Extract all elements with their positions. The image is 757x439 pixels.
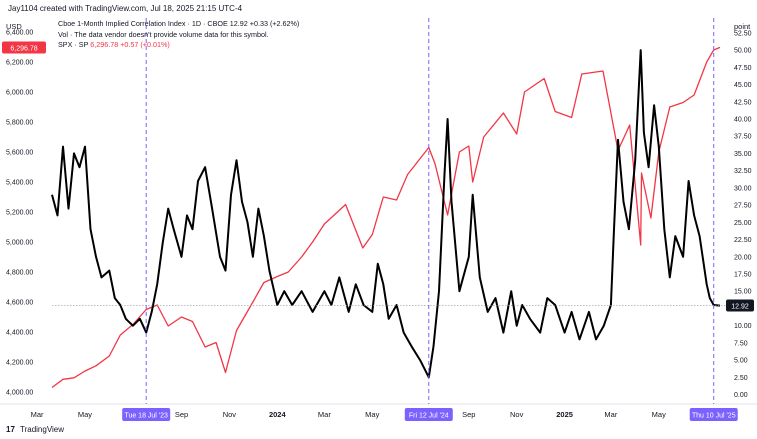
marker-layer — [52, 18, 726, 404]
legend-spx-values: 6,296.78 +0.57 (+0.01%) — [90, 40, 170, 49]
left-tick-label: 5,800.00 — [6, 120, 33, 127]
footer-brand[interactable]: TradingView — [19, 425, 65, 434]
legend-spx-name: SPX · SP — [58, 40, 89, 49]
right-tick-label: 0.00 — [734, 392, 748, 399]
right-tick-label: 15.00 — [734, 289, 752, 296]
spx-last-value-label: 6,296.78 — [10, 45, 37, 52]
legend: Cboe 1-Month Implied Correlation Index ·… — [58, 19, 299, 51]
date-marker-label: Thu 10 Jul '25 — [692, 413, 736, 420]
left-tick-label: 4,400.00 — [6, 330, 33, 337]
spx-series-line — [51, 46, 721, 389]
correlation-last-value-badge — [726, 299, 754, 312]
left-tick-label: 4,200.00 — [6, 360, 33, 367]
time-tick-label: Mar — [318, 410, 331, 419]
time-tick-label: May — [78, 410, 92, 419]
right-tick-label: 47.50 — [734, 65, 752, 72]
left-tick-label: 5,000.00 — [6, 240, 33, 247]
time-tick-label: Nov — [223, 410, 237, 419]
left-tick-label: 5,200.00 — [6, 210, 33, 217]
left-tick-label: 6,000.00 — [6, 90, 33, 97]
right-tick-label: 52.50 — [734, 30, 752, 37]
right-tick-label: 2.50 — [734, 375, 748, 382]
label-layer: Tue 18 Jul '23 Fri 12 Jul '24 Thu 10 Jul '… — [2, 41, 754, 421]
date-marker-badge — [122, 408, 171, 421]
legend-spx-line[interactable]: SPX · SP 6,296.78 +0.57 (+0.01%) — [58, 40, 299, 51]
right-tick-label: 20.00 — [734, 254, 752, 261]
attribution-text: Jay1104 created with TradingView.com, Ju… — [8, 4, 243, 13]
time-tick-label: May — [365, 410, 379, 419]
date-marker-label: Fri 12 Jul '24 — [409, 413, 449, 420]
time-tick-label: 2025 — [556, 410, 573, 419]
right-axis-unit: point — [734, 22, 751, 31]
right-tick-label: 7.50 — [734, 340, 748, 347]
legend-vix-line[interactable]: Cboe 1-Month Implied Correlation Index ·… — [58, 19, 300, 28]
time-tick-label: Sep — [462, 410, 475, 419]
right-tick-label: 25.00 — [734, 220, 752, 227]
left-tick-label: 4,800.00 — [6, 270, 33, 277]
footer: 17 TradingView — [6, 425, 64, 434]
date-marker-badge — [689, 408, 738, 421]
left-tick-label: 6,400.00 — [6, 30, 33, 37]
left-tick-label: 6,200.00 — [6, 60, 33, 67]
legend-vol-line: Vol · The data vendor doesn't provide vo… — [58, 29, 269, 39]
left-tick-label: 5,400.00 — [6, 180, 33, 187]
right-tick-label: 30.00 — [734, 185, 752, 192]
time-tick-label: Mar — [604, 410, 617, 419]
time-tick-label: Nov — [510, 410, 524, 419]
left-tick-label: 5,600.00 — [6, 150, 33, 157]
right-tick-label: 45.00 — [734, 82, 752, 89]
right-tick-label: 10.00 — [734, 323, 752, 330]
tradingview-logo-icon: 17 — [6, 425, 15, 434]
right-tick-label: 27.50 — [734, 203, 752, 210]
left-axis-unit: USD — [6, 22, 22, 31]
right-tick-label: 50.00 — [734, 48, 752, 55]
right-tick-label: 37.50 — [734, 134, 752, 141]
right-tick-label: 17.50 — [734, 272, 752, 279]
date-marker-label: Tue 18 Jul '23 — [124, 413, 168, 420]
right-tick-label: 42.50 — [734, 99, 752, 106]
right-tick-label: 22.50 — [734, 237, 752, 244]
time-tick-label: 2024 — [269, 410, 287, 419]
right-tick-label: 32.50 — [734, 168, 752, 175]
time-tick-label: May — [652, 410, 666, 419]
correlation-last-value-label: 12.92 — [731, 304, 749, 311]
left-tick-label: 4,000.00 — [6, 390, 33, 397]
correlation-series-line — [51, 49, 721, 379]
time-axis: Mar May Sep Nov 2024 Mar May Sep Nov 2025 Mar May — [0, 403, 757, 419]
right-tick-label: 5.00 — [734, 358, 748, 365]
right-tick-label: 35.00 — [734, 151, 752, 158]
left-tick-label: 4,600.00 — [6, 300, 33, 307]
date-marker-badge — [404, 408, 453, 421]
series-layer — [51, 46, 721, 389]
time-tick-label: Mar — [31, 410, 44, 419]
time-tick-label: Sep — [175, 410, 188, 419]
spx-last-value-badge — [2, 41, 46, 54]
right-tick-label: 40.00 — [734, 117, 752, 124]
